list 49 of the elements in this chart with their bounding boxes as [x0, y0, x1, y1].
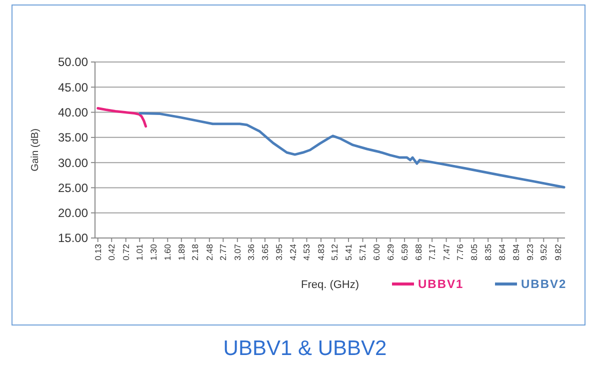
- y-tick-label: 50.00: [58, 55, 88, 70]
- x-tick-label: 5.71: [358, 244, 368, 261]
- x-tick-label: 2.48: [204, 244, 214, 261]
- x-tick-label: 5.12: [330, 244, 340, 261]
- text: UBBV1 & UBBV2: [223, 337, 387, 360]
- x-tick-label: 3.36: [246, 244, 256, 261]
- x-tick-label: 1.60: [162, 244, 173, 261]
- x-tick-label: 1.01: [134, 244, 145, 261]
- x-tick-label: 1.89: [176, 244, 186, 261]
- legend-label: UBBV1: [418, 277, 464, 292]
- legend-label: UBBV2: [521, 277, 567, 292]
- x-tick-label: 6.29: [385, 244, 396, 261]
- y-tick-label: 40.00: [58, 105, 88, 120]
- x-tick-label: 3.65: [260, 244, 270, 261]
- x-tick-label: 9.82: [552, 244, 563, 261]
- x-tick-label: 8.94: [511, 244, 522, 261]
- x-tick-label: 2.77: [218, 244, 228, 261]
- x-tick-label: 7.76: [455, 244, 466, 261]
- x-tick-label: 1.30: [148, 244, 158, 261]
- x-tick-label: 3.95: [274, 244, 284, 261]
- x-tick-label: 7.17: [427, 244, 438, 261]
- x-tick-label: 5.41: [343, 244, 354, 261]
- y-tick-label: 45.00: [58, 80, 88, 94]
- x-tick-label: 8.35: [483, 244, 494, 261]
- line-series: [138, 112, 566, 188]
- y-axis-title: Gain (dB): [30, 128, 41, 172]
- x-tick-label: 6.00: [372, 244, 382, 261]
- x-tick-label: 2.18: [190, 244, 200, 261]
- y-tick-label: 15.00: [58, 231, 88, 246]
- x-tick-label: 3.07: [232, 244, 242, 261]
- x-tick-label: 4.83: [316, 244, 326, 261]
- y-tick-label: 25.00: [58, 180, 88, 195]
- x-axis-title: Freq. (GHz): [300, 279, 360, 291]
- x-tick-label: 7.47: [441, 244, 452, 261]
- x-tick-label: 6.59: [400, 244, 410, 261]
- x-tick-label: 8.05: [468, 244, 479, 261]
- x-tick-label: 4.53: [302, 244, 312, 261]
- x-tick-label: 4.24: [288, 244, 298, 261]
- x-tick-label: 0.72: [120, 244, 131, 261]
- y-tick-label: 20.00: [58, 206, 88, 220]
- x-tick-label: 0.13: [92, 244, 103, 261]
- x-tick-label: 9.23: [524, 244, 535, 261]
- x-tick-label: 0.42: [106, 244, 117, 261]
- y-tick-label: 35.00: [58, 130, 88, 145]
- x-tick-label: 9.52: [538, 244, 549, 261]
- x-tick-label: 8.64: [496, 244, 507, 261]
- line-series: [96, 107, 148, 128]
- y-tick-label: 30.00: [58, 156, 88, 170]
- x-tick-label: 6.88: [413, 244, 424, 261]
